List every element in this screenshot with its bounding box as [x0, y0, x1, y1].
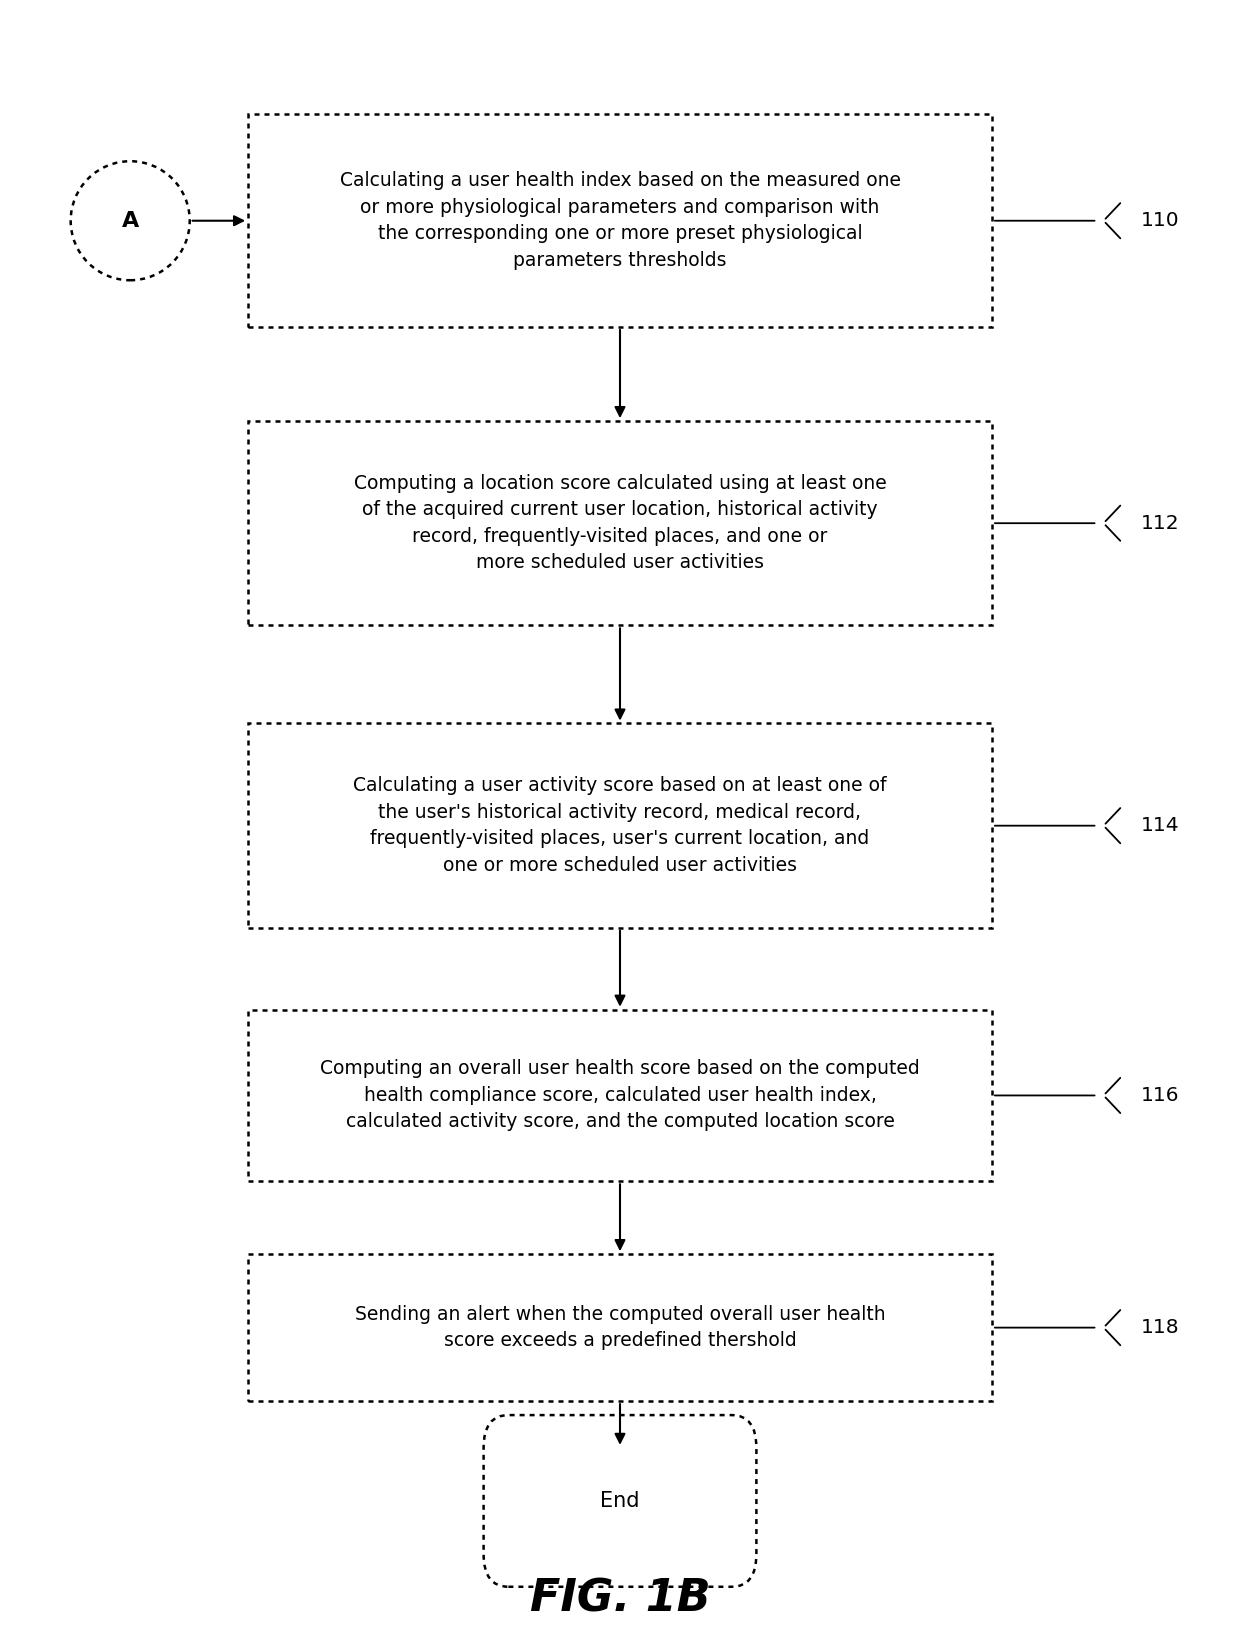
FancyBboxPatch shape	[248, 114, 992, 327]
Text: 110: 110	[1141, 211, 1179, 231]
FancyBboxPatch shape	[248, 420, 992, 625]
Text: 112: 112	[1141, 513, 1179, 533]
Text: Computing a location score calculated using at least one
of the acquired current: Computing a location score calculated us…	[353, 474, 887, 572]
Text: Sending an alert when the computed overall user health
score exceeds a predefine: Sending an alert when the computed overa…	[355, 1305, 885, 1351]
Text: End: End	[600, 1491, 640, 1511]
Text: A: A	[122, 211, 139, 231]
Text: Calculating a user health index based on the measured one
or more physiological : Calculating a user health index based on…	[340, 172, 900, 270]
FancyBboxPatch shape	[248, 1009, 992, 1180]
FancyBboxPatch shape	[248, 723, 992, 929]
FancyBboxPatch shape	[248, 1254, 992, 1401]
Ellipse shape	[71, 162, 190, 280]
Text: Computing an overall user health score based on the computed
health compliance s: Computing an overall user health score b…	[320, 1059, 920, 1131]
FancyBboxPatch shape	[484, 1414, 756, 1586]
Text: Calculating a user activity score based on at least one of
the user's historical: Calculating a user activity score based …	[353, 777, 887, 875]
Text: FIG. 1B: FIG. 1B	[529, 1578, 711, 1620]
Text: 114: 114	[1141, 816, 1179, 835]
Text: 116: 116	[1141, 1086, 1179, 1105]
Text: 118: 118	[1141, 1318, 1179, 1337]
